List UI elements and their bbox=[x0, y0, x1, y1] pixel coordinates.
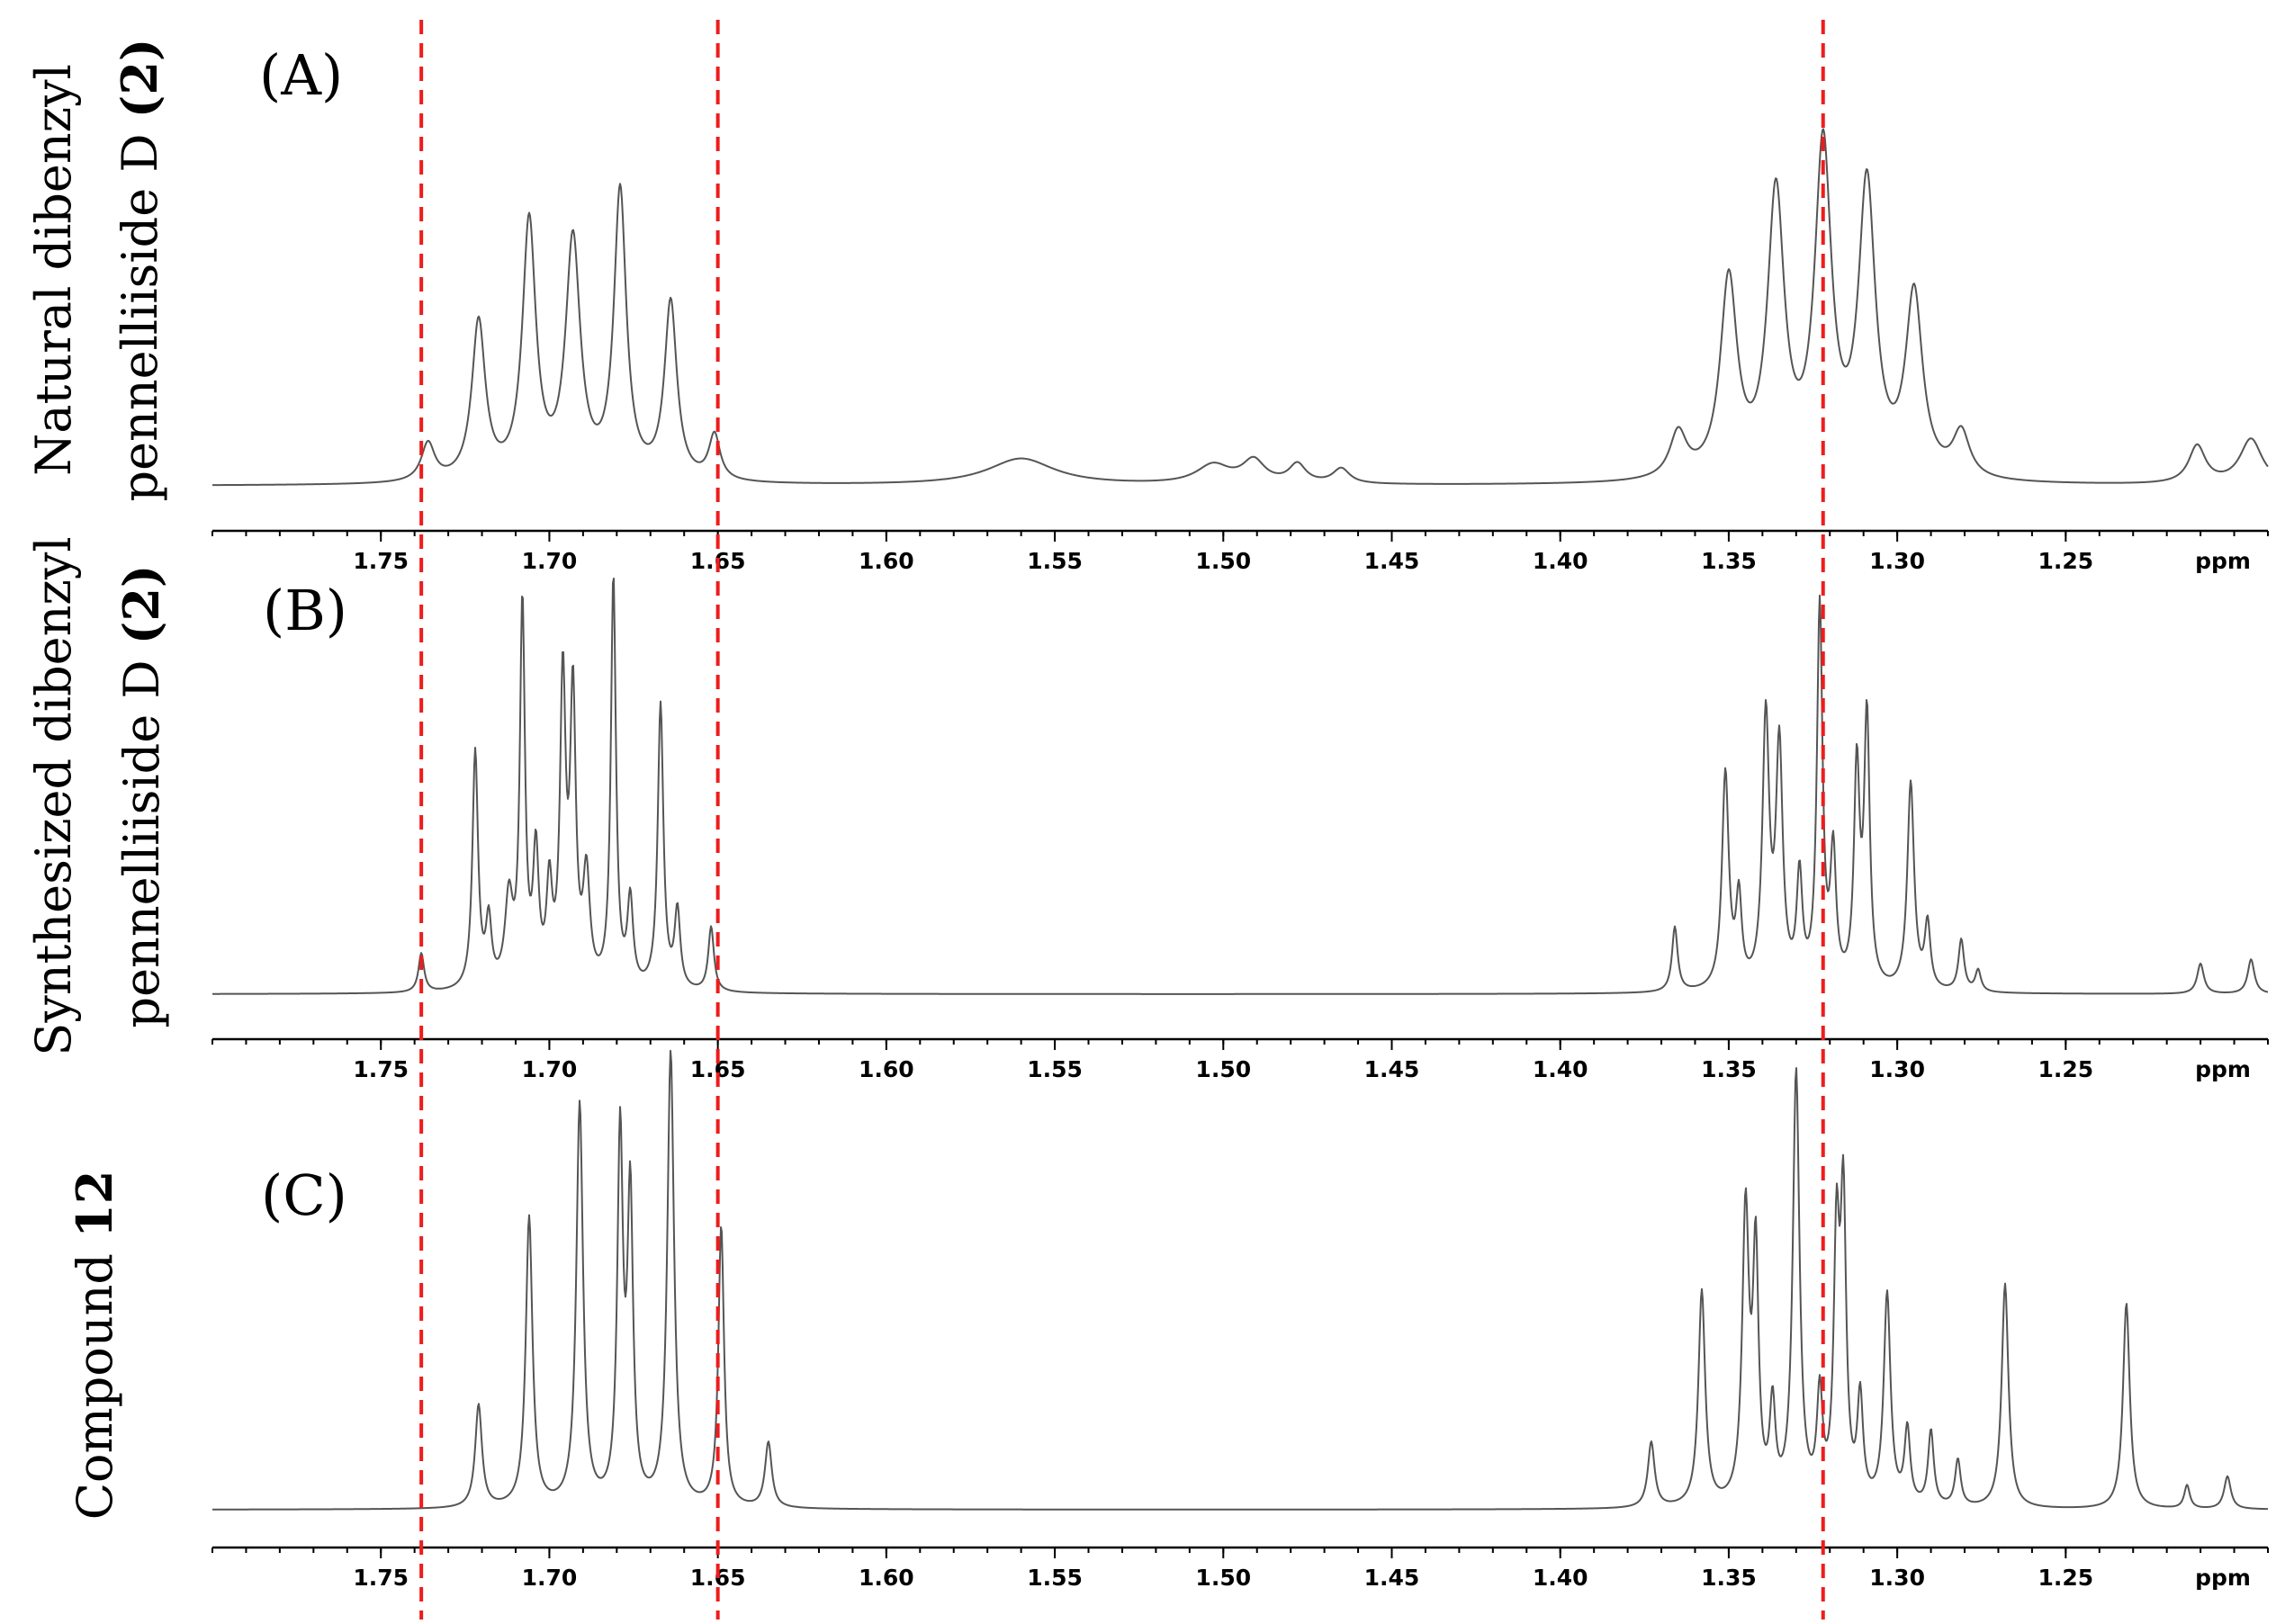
x-unit-label: ppm bbox=[2195, 1056, 2251, 1082]
tick-label: 1.50 bbox=[1195, 1056, 1251, 1082]
tick-label: 1.40 bbox=[1533, 1056, 1588, 1082]
spectrum-trace bbox=[211, 128, 2269, 487]
tick-label: 1.50 bbox=[1195, 548, 1251, 574]
panel-label: (A) bbox=[259, 42, 343, 108]
tick-label: 1.45 bbox=[1364, 1565, 1420, 1591]
spectrum-panel: 1.751.701.651.601.551.501.451.401.351.30… bbox=[66, 1049, 2269, 1591]
tick-label: 1.75 bbox=[353, 1056, 409, 1082]
spectrum-trace bbox=[212, 1049, 2269, 1511]
spectrum-panel: 1.751.701.651.601.551.501.451.401.351.30… bbox=[25, 39, 2269, 574]
tick-label: 1.70 bbox=[522, 548, 578, 574]
reference-lines bbox=[419, 20, 1825, 1620]
tick-label: 1.30 bbox=[1869, 548, 1925, 574]
panel-side-label: pennelliiside D (2) bbox=[112, 565, 170, 1028]
tick-label: 1.40 bbox=[1533, 1565, 1588, 1591]
side-label-segment: 12 bbox=[66, 1171, 123, 1238]
tick-label: 1.55 bbox=[1027, 1056, 1083, 1082]
side-label-segment: (2) bbox=[112, 565, 170, 645]
tick-label: 1.45 bbox=[1364, 1056, 1420, 1082]
side-label-segment: (2) bbox=[111, 39, 168, 119]
tick-label: 1.40 bbox=[1533, 548, 1588, 574]
tick-label: 1.60 bbox=[859, 1056, 914, 1082]
tick-label: 1.30 bbox=[1869, 1565, 1925, 1591]
tick-label: 1.35 bbox=[1701, 1056, 1757, 1082]
side-label-segment: pennelliiside D bbox=[112, 118, 168, 501]
tick-label: 1.70 bbox=[522, 1056, 578, 1082]
panel-label: (B) bbox=[263, 578, 347, 643]
x-unit-label: ppm bbox=[2195, 548, 2251, 574]
tick-label: 1.50 bbox=[1195, 1565, 1251, 1591]
spectrum-trace bbox=[212, 577, 2269, 995]
tick-label: 1.25 bbox=[2038, 548, 2094, 574]
panel-side-label: Synthesized dibenzyl bbox=[25, 536, 82, 1055]
tick-label: 1.55 bbox=[1027, 1565, 1083, 1591]
x-unit-label: ppm bbox=[2195, 1565, 2251, 1591]
tick-label: 1.25 bbox=[2038, 1565, 2094, 1591]
tick-label: 1.35 bbox=[1701, 548, 1757, 574]
side-label-segment: Synthesized dibenzyl bbox=[25, 536, 82, 1055]
tick-label: 1.55 bbox=[1027, 548, 1083, 574]
panel-side-label: pennelliiside D (2) bbox=[111, 39, 168, 502]
tick-label: 1.35 bbox=[1701, 1565, 1757, 1591]
panel-side-label: Compound 12 bbox=[66, 1171, 123, 1521]
panel-label: (C) bbox=[261, 1162, 347, 1228]
tick-label: 1.70 bbox=[522, 1565, 578, 1591]
side-label-segment: Natural dibenzyl bbox=[25, 64, 82, 476]
tick-label: 1.60 bbox=[859, 1565, 914, 1591]
tick-label: 1.75 bbox=[353, 548, 409, 574]
tick-label: 1.30 bbox=[1869, 1056, 1925, 1082]
side-label-segment: pennelliiside D bbox=[113, 644, 170, 1027]
tick-label: 1.75 bbox=[353, 1565, 409, 1591]
tick-label: 1.25 bbox=[2038, 1056, 2094, 1082]
tick-label: 1.45 bbox=[1364, 548, 1420, 574]
panel-side-label: Natural dibenzyl bbox=[25, 64, 82, 476]
spectra-panels: 1.751.701.651.601.551.501.451.401.351.30… bbox=[25, 39, 2269, 1591]
tick-label: 1.60 bbox=[859, 548, 914, 574]
side-label-segment: Compound bbox=[67, 1238, 123, 1520]
